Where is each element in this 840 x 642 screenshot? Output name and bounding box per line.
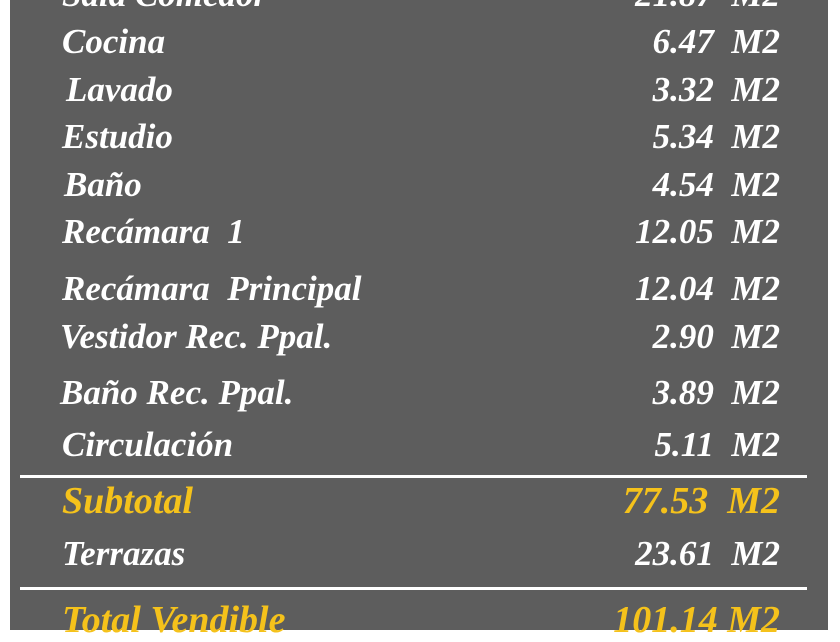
room-label: Lavado <box>66 70 173 109</box>
table-row: Estudio 5.34 M2 <box>0 115 840 159</box>
terrazas-value: 23.61 M2 <box>635 534 780 573</box>
subtotal-label: Subtotal <box>62 480 193 522</box>
table-row: Cocina 6.47 M2 <box>0 20 840 64</box>
terrazas-row: Terrazas 23.61 M2 <box>0 532 840 576</box>
total-label: Total Vendible <box>62 599 286 641</box>
room-area: 5.11 M2 <box>654 425 780 464</box>
terrazas-label: Terrazas <box>62 534 186 573</box>
room-area: 5.34 M2 <box>652 117 780 156</box>
room-area: 12.04 M2 <box>635 269 780 308</box>
room-area: 4.54 M2 <box>652 165 780 204</box>
room-area: 6.47 M2 <box>652 22 780 61</box>
room-area: 3.32 M2 <box>652 70 780 109</box>
subtotal-row: Subtotal 77.53 M2 <box>0 479 840 523</box>
room-label: Sala Comedor <box>62 0 267 17</box>
room-area: 21.87 M2 <box>635 0 780 17</box>
area-table-panel <box>10 0 828 630</box>
table-row: Baño Rec. Ppal. 3.89 M2 <box>0 371 840 415</box>
room-area: 2.90 M2 <box>652 317 780 356</box>
table-row: Vestidor Rec. Ppal. 2.90 M2 <box>0 315 840 359</box>
table-row: Circulación 5.11 M2 <box>0 423 840 467</box>
room-label: Recámara 1 <box>62 212 245 251</box>
room-label: Recámara Principal <box>62 269 362 308</box>
total-value: 101.14 M2 <box>613 599 780 641</box>
subtotal-value: 77.53 M2 <box>622 480 780 522</box>
room-label: Circulación <box>62 425 234 464</box>
table-row: Recámara 1 12.05 M2 <box>0 210 840 254</box>
room-area: 3.89 M2 <box>652 373 780 412</box>
divider <box>20 587 807 590</box>
table-row: Recámara Principal 12.04 M2 <box>0 267 840 311</box>
total-row: Total Vendible 101.14 M2 <box>0 598 840 642</box>
room-area: 12.05 M2 <box>635 212 780 251</box>
table-row: Lavado 3.32 M2 <box>0 68 840 112</box>
divider <box>20 475 807 478</box>
room-label: Baño Rec. Ppal. <box>60 373 294 412</box>
room-label: Vestidor Rec. Ppal. <box>60 317 333 356</box>
room-label: Cocina <box>62 22 166 61</box>
table-row: Baño 4.54 M2 <box>0 163 840 207</box>
room-label: Baño <box>64 165 142 204</box>
table-row: Sala Comedor 21.87 M2 <box>0 0 840 17</box>
room-label: Estudio <box>62 117 173 156</box>
